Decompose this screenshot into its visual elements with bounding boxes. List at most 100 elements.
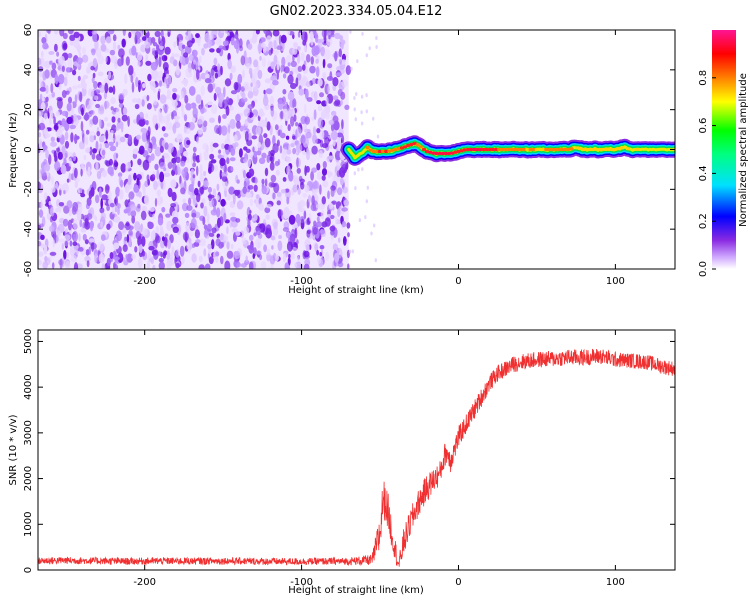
noise-blob — [273, 221, 278, 230]
noise-blob — [89, 135, 95, 143]
noise-blob — [108, 70, 112, 80]
noise-blob — [76, 210, 82, 221]
noise-blob — [104, 55, 108, 63]
noise-blob — [266, 252, 272, 262]
noise-blob — [213, 164, 219, 172]
noise-blob — [218, 45, 224, 50]
noise-blob — [149, 207, 155, 213]
noise-blob — [272, 135, 276, 146]
noise-blob — [121, 122, 124, 133]
noise-blob — [198, 127, 204, 135]
snr-x-axis-label: Height of straight line (km) — [288, 585, 424, 596]
noise-blob — [280, 34, 287, 44]
noise-blob — [255, 227, 261, 236]
noise-blob — [183, 114, 188, 122]
noise-blob — [225, 105, 230, 116]
noise-blob — [205, 103, 208, 109]
noise-blob — [290, 60, 297, 68]
noise-blob — [295, 213, 301, 224]
noise-blob — [159, 145, 164, 153]
noise-blob — [185, 34, 192, 41]
noise-blob — [125, 56, 130, 66]
x-tick-label: -200 — [133, 276, 156, 287]
ridge-hotspot — [487, 147, 493, 152]
ridge-hotspot — [481, 147, 486, 152]
noise-blob — [220, 65, 223, 76]
noise-blob — [248, 168, 255, 177]
noise-blob — [70, 254, 78, 263]
noise-blob — [38, 152, 41, 157]
noise-blob — [317, 105, 323, 112]
noise-blob — [264, 207, 271, 214]
noise-blob — [133, 119, 138, 124]
noise-blob — [145, 113, 149, 119]
noise-blob — [141, 205, 147, 213]
y-tick-label: 40 — [23, 63, 34, 76]
ridge-hotspot — [569, 147, 574, 151]
y-tick-label: 60 — [23, 24, 34, 37]
noise-blob — [324, 137, 330, 146]
noise-blob — [138, 226, 143, 234]
noise-blob — [287, 91, 295, 101]
noise-blob — [224, 78, 232, 87]
noise-blob — [154, 197, 158, 207]
noise-blob — [49, 110, 54, 119]
noise-blob — [152, 142, 157, 149]
noise-blob — [64, 131, 69, 141]
noise-blob — [290, 251, 295, 260]
noise-blob — [312, 126, 317, 136]
noise-blob — [41, 37, 47, 44]
noise-blob — [319, 184, 322, 195]
noise-blob — [237, 73, 243, 84]
noise-blob — [330, 123, 335, 132]
noise-blob — [233, 134, 238, 142]
ridge-hotspot — [475, 147, 480, 152]
noise-blob — [247, 104, 254, 110]
noise-blob — [112, 41, 117, 51]
noise-blob — [350, 66, 353, 71]
noise-blob — [79, 219, 83, 228]
noise-blob — [282, 89, 287, 95]
noise-blob — [38, 122, 46, 131]
noise-blob — [292, 47, 298, 55]
noise-blob — [127, 206, 132, 216]
noise-blob — [113, 198, 117, 204]
ridge-hotspot — [606, 147, 612, 152]
noise-blob — [286, 165, 291, 176]
noise-blob — [227, 59, 232, 70]
noise-blob — [290, 116, 295, 127]
noise-blob — [300, 134, 306, 144]
noise-blob — [62, 218, 69, 227]
noise-blob — [158, 261, 165, 269]
ridge-hotspot — [512, 147, 518, 152]
x-tick-label: 100 — [606, 577, 625, 588]
noise-blob — [131, 45, 137, 56]
noise-blob — [270, 235, 276, 241]
noise-blob — [361, 31, 364, 36]
noise-blob — [325, 251, 329, 261]
noise-blob — [50, 187, 56, 193]
noise-blob — [77, 247, 84, 252]
noise-blob — [279, 145, 283, 154]
noise-blob — [372, 116, 375, 121]
noise-blob — [285, 135, 290, 140]
noise-blob — [315, 58, 319, 64]
noise-blob — [353, 107, 356, 112]
ridge-hotspot — [597, 147, 602, 152]
noise-blob — [61, 90, 67, 98]
noise-blob — [314, 243, 319, 253]
noise-blob — [95, 103, 101, 109]
noise-blob — [61, 118, 66, 127]
noise-blob — [141, 99, 145, 107]
noise-blob — [91, 48, 96, 56]
noise-blob — [51, 176, 54, 185]
noise-blob — [163, 250, 168, 256]
noise-blob — [113, 216, 121, 223]
noise-blob — [332, 243, 338, 251]
noise-blob — [67, 30, 74, 35]
noise-blob — [182, 198, 186, 204]
noise-blob — [316, 163, 321, 171]
noise-blob — [74, 94, 78, 104]
noise-blob — [163, 167, 167, 172]
